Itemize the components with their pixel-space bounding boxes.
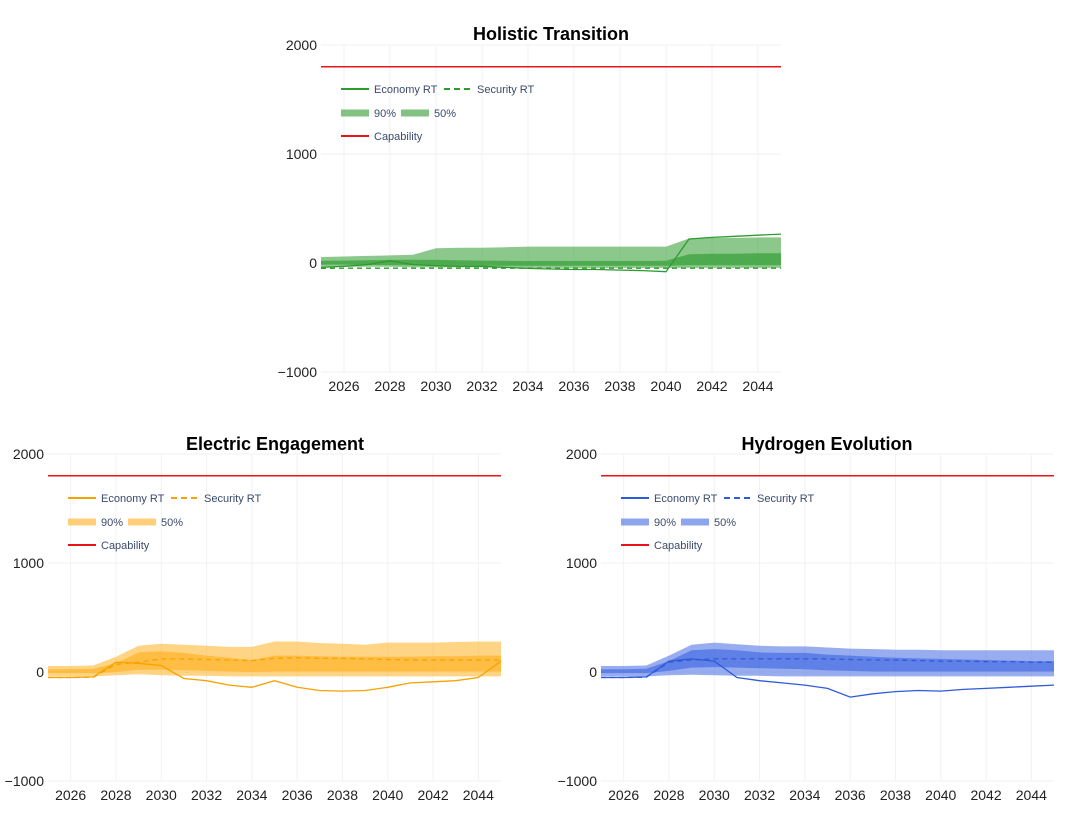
y-tick-label: 1000 <box>286 146 317 162</box>
x-tick-label: 2044 <box>742 378 773 394</box>
x-tick-label: 2030 <box>420 378 451 394</box>
x-tick-label: 2036 <box>282 787 313 803</box>
chart-title: Electric Engagement <box>186 434 364 454</box>
x-tick-label: 2044 <box>463 787 494 803</box>
legend-capability-label: Capability <box>374 131 423 143</box>
y-tick-label: 2000 <box>286 37 317 53</box>
chart-2: Hydrogen Evolution −1000 0 1000 2000 2026 2028… <box>558 434 1054 803</box>
x-tick-label: 2044 <box>1016 787 1047 803</box>
x-tick-label: 2042 <box>970 787 1001 803</box>
x-tick-label: 2034 <box>512 378 543 394</box>
x-tick-label: 2042 <box>696 378 727 394</box>
legend-security-label: Security RT <box>204 493 262 505</box>
chart-0: Holistic Transition −1000 0 1000 2000 2026 202… <box>278 24 781 394</box>
x-tick-label: 2034 <box>789 787 820 803</box>
x-tick-label: 2032 <box>466 378 497 394</box>
x-tick-label: 2040 <box>372 787 403 803</box>
legend-50-label: 50% <box>714 517 736 529</box>
x-tick-label: 2038 <box>880 787 911 803</box>
x-tick-label: 2038 <box>604 378 635 394</box>
chart-1: Electric Engagement −1000 0 1000 2000 2026 202… <box>5 434 501 803</box>
x-tick-label: 2030 <box>699 787 730 803</box>
legend: Economy RT Security RT 90% 50% Capability <box>68 493 262 552</box>
y-tick-label: 2000 <box>13 446 44 462</box>
legend-security-label: Security RT <box>757 493 815 505</box>
x-tick-label: 2026 <box>328 378 359 394</box>
y-tick-label: 0 <box>589 664 597 680</box>
y-tick-label: 1000 <box>13 555 44 571</box>
x-tick-label: 2030 <box>146 787 177 803</box>
x-tick-label: 2026 <box>55 787 86 803</box>
y-tick-label: 2000 <box>566 446 597 462</box>
legend-90-label: 90% <box>101 517 123 529</box>
chart-title: Holistic Transition <box>473 24 629 44</box>
legend-90-label: 90% <box>654 517 676 529</box>
x-tick-label: 2040 <box>925 787 956 803</box>
legend-capability-label: Capability <box>101 540 150 552</box>
y-tick-label: −1000 <box>278 364 318 380</box>
x-tick-label: 2028 <box>374 378 405 394</box>
legend-economy-label: Economy RT <box>654 493 718 505</box>
legend-security-label: Security RT <box>477 84 535 96</box>
legend: Economy RT Security RT 90% 50% Capability <box>341 84 535 143</box>
legend-economy-label: Economy RT <box>101 493 165 505</box>
x-tick-label: 2028 <box>653 787 684 803</box>
x-tick-label: 2028 <box>100 787 131 803</box>
legend: Economy RT Security RT 90% 50% Capability <box>621 493 815 552</box>
legend-economy-label: Economy RT <box>374 84 438 96</box>
y-tick-label: −1000 <box>5 773 45 789</box>
x-tick-label: 2032 <box>191 787 222 803</box>
x-tick-label: 2032 <box>744 787 775 803</box>
y-tick-label: 1000 <box>566 555 597 571</box>
y-tick-label: −1000 <box>558 773 598 789</box>
y-tick-label: 0 <box>36 664 44 680</box>
legend-50-label: 50% <box>161 517 183 529</box>
legend-capability-label: Capability <box>654 540 703 552</box>
x-tick-label: 2034 <box>236 787 267 803</box>
legend-90-label: 90% <box>374 108 396 120</box>
y-tick-label: 0 <box>309 255 317 271</box>
x-tick-label: 2036 <box>835 787 866 803</box>
x-tick-label: 2026 <box>608 787 639 803</box>
x-tick-label: 2040 <box>650 378 681 394</box>
legend-50-label: 50% <box>434 108 456 120</box>
chart-title: Hydrogen Evolution <box>742 434 913 454</box>
x-tick-label: 2042 <box>417 787 448 803</box>
x-tick-label: 2038 <box>327 787 358 803</box>
x-tick-label: 2036 <box>558 378 589 394</box>
